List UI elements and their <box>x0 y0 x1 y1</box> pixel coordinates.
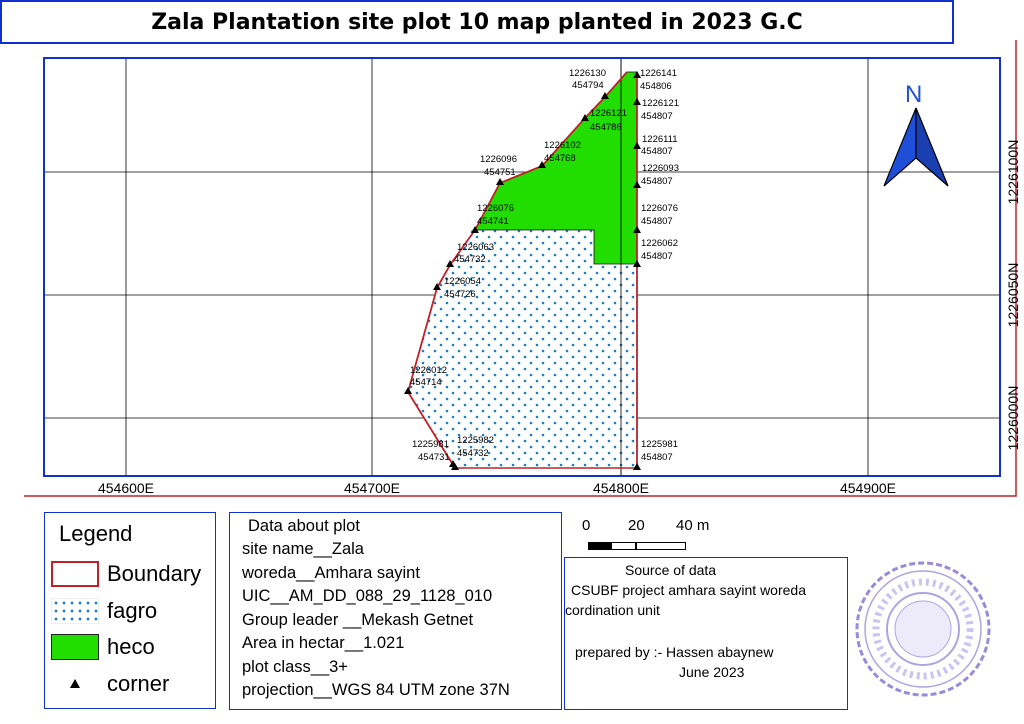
source-line: CSUBF project amhara sayint woreda <box>571 582 806 598</box>
scale-label: 20 <box>628 517 645 534</box>
corner-label: 1226111 <box>642 134 678 145</box>
triangle-icon <box>70 679 80 688</box>
legend-item-corner: corner <box>51 671 211 699</box>
fagro-area <box>408 230 637 468</box>
legend-item-boundary: Boundary <box>51 561 211 589</box>
prepared-by: prepared by :- Hassen abaynew <box>575 644 774 660</box>
corner-label: 454794 <box>572 80 604 91</box>
scale-segment-2 <box>636 542 686 550</box>
corner-label: 454731 <box>418 452 450 463</box>
y-tick-label: 1226000N <box>1005 386 1021 451</box>
x-tick-label: 454900E <box>840 480 896 496</box>
corner-label: 454806 <box>640 81 672 92</box>
legend-label: Boundary <box>107 561 202 586</box>
scale-label: 40 m <box>676 517 710 534</box>
corner-label: 454807 <box>641 176 673 187</box>
legend-item-heco: heco <box>51 634 211 662</box>
x-tick-label: 454700E <box>344 480 400 496</box>
corner-label: 1226076 <box>641 203 678 214</box>
map-title: Zala Plantation site plot 10 map planted… <box>151 9 803 35</box>
plot-info-line: UIC__AM_DD_088_29_1128_010 <box>242 587 493 605</box>
plot-info-line: site name__Zala <box>242 540 364 558</box>
corner-label: 1225982 <box>457 435 494 446</box>
corner-label: 454807 <box>641 146 673 157</box>
boundary-west <box>407 71 628 469</box>
corner-label: 1226141 <box>640 68 677 79</box>
corner-label: 1225981 <box>641 439 678 450</box>
heco-swatch <box>51 634 99 660</box>
prepared-date: June 2023 <box>679 664 745 680</box>
legend-item-fagro: fagro <box>51 598 211 626</box>
corner-label: 454807 <box>641 251 673 262</box>
corner-label: 1226076 <box>477 203 514 214</box>
corner-label: 454732 <box>457 448 489 459</box>
corner-label: 1225981 <box>412 439 449 450</box>
corner-label: 454807 <box>641 216 673 227</box>
corner-label: 454807 <box>641 452 673 463</box>
plot-info-line: Area in hectar__1.021 <box>242 634 405 652</box>
corner-label: 1226063 <box>457 242 494 253</box>
corner-label: 454732 <box>454 254 486 265</box>
boundary-swatch <box>51 561 99 587</box>
corner-label: 454726 <box>444 289 476 300</box>
plot-info-line: woreda__Amhara sayint <box>242 564 420 582</box>
source-heading: Source of data <box>625 562 717 578</box>
corner-label: 454786 <box>590 122 622 133</box>
plot-info-line: projection__WGS 84 UTM zone 37N <box>242 681 510 699</box>
legend-panel: Legend Boundary fagro heco corner <box>44 512 216 709</box>
corner-label: 454714 <box>410 377 442 388</box>
x-tick-label: 454600E <box>98 480 154 496</box>
plot-info-heading: Data about plot <box>248 517 360 535</box>
corner-label: 454768 <box>544 153 576 164</box>
scale-segment-1 <box>588 542 636 550</box>
corner-label: 454751 <box>484 167 516 178</box>
official-stamp-icon <box>855 561 991 697</box>
fagro-swatch <box>51 598 99 624</box>
corner-label: 1226054 <box>444 276 481 287</box>
plot-info-panel: Data about plot site name__Zala woreda__… <box>229 512 562 710</box>
corner-label: 1226121 <box>642 98 679 109</box>
corner-markers <box>404 71 641 470</box>
legend-label: heco <box>107 634 155 659</box>
corner-label: 454741 <box>477 216 509 227</box>
map-title-box: Zala Plantation site plot 10 map planted… <box>0 0 954 44</box>
y-tick-label: 1226050N <box>1005 263 1021 328</box>
corner-label: 1226121 <box>590 108 627 119</box>
source-panel: Source of data CSUBF project amhara sayi… <box>564 557 848 710</box>
map-canvas: 1226130 454794 1226141 454806 1226121 45… <box>24 40 1021 497</box>
scale-label: 0 <box>582 517 591 534</box>
x-tick-label: 454800E <box>593 480 649 496</box>
legend-title: Legend <box>59 521 133 546</box>
north-arrow-icon: N <box>883 81 949 187</box>
corner-label: 1226062 <box>641 238 678 249</box>
y-tick-label: 1226100N <box>1005 140 1021 205</box>
corner-label: 1226093 <box>642 163 679 174</box>
corner-label: 1226102 <box>544 140 581 151</box>
corner-swatch <box>51 671 99 697</box>
plot-info-line: Group leader __Mekash Getnet <box>242 611 474 629</box>
corner-label: 1226130 <box>569 68 606 79</box>
corner-label: 454807 <box>641 111 673 122</box>
legend-label: fagro <box>107 598 158 623</box>
outer-boundary <box>24 40 1017 497</box>
corner-label: 1226096 <box>480 154 517 165</box>
north-label: N <box>905 81 922 108</box>
plot-info-line: plot class__3+ <box>242 658 348 676</box>
legend-label: corner <box>107 671 170 696</box>
source-line: cordination unit <box>565 602 660 618</box>
corner-label: 1226012 <box>410 365 447 376</box>
